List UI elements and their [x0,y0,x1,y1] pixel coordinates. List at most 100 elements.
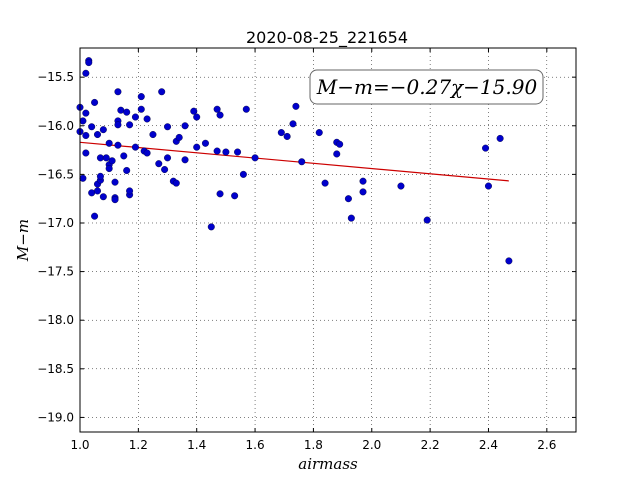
fit-line [79,141,509,182]
data-point [111,196,119,204]
data-point [213,147,221,155]
data-point [143,149,151,157]
data-point [114,88,122,96]
y-tick-label: −16.5 [37,167,74,181]
data-point [239,170,247,178]
y-tick-label: −16.0 [37,119,74,133]
data-point [190,107,198,115]
y-tick-label: −18.0 [37,313,74,327]
x-tick-label: 1.0 [70,438,89,452]
x-tick-label: 2.6 [537,438,556,452]
annotation-box [309,69,544,105]
data-point [131,143,139,151]
data-point [108,157,116,165]
data-point [161,166,169,174]
equation-annotation: M−m=−0.27χ−15.90 [309,69,544,105]
data-point [234,148,242,156]
data-point [131,113,139,121]
data-point [359,188,367,196]
x-tick-label: 1.2 [129,438,148,452]
data-point [114,121,122,129]
data-point [123,166,131,174]
data-point [164,123,172,131]
data-point [82,149,90,157]
data-point [484,182,492,190]
data-point [277,129,285,137]
y-axis-label: M−m [14,219,32,262]
data-point [117,106,125,114]
data-point [242,105,250,113]
data-point [251,154,259,162]
data-point [292,102,300,110]
data-point [105,139,113,147]
data-point [315,129,323,137]
data-point [283,132,291,140]
data-point [201,139,209,147]
data-point [85,59,93,67]
data-point [496,134,504,142]
data-point [216,190,224,198]
data-point [102,154,110,162]
data-point [158,88,166,96]
data-point [126,187,134,195]
plot-area-frame [79,47,577,433]
data-point [397,182,405,190]
data-point [172,179,180,187]
data-point [126,121,134,129]
data-point [164,154,172,162]
data-point [347,214,355,222]
x-tick-label: 2.4 [479,438,498,452]
y-tick-label: −17.5 [37,265,74,279]
chart-title: 2020-08-25_221654 [246,28,408,48]
data-point [193,113,201,121]
data-point [423,216,431,224]
data-point [99,193,107,201]
data-point [505,257,513,265]
data-point [94,131,102,139]
data-point [105,165,113,173]
data-point [123,108,131,116]
data-point [137,93,145,101]
data-point [79,174,87,182]
x-axis-label: airmass [298,455,358,473]
data-point [155,160,163,168]
data-point [336,140,344,148]
x-tick-label: 2.2 [421,438,440,452]
data-point [149,131,157,139]
data-point [216,111,224,119]
data-point [94,187,102,195]
data-point [143,115,151,123]
data-point [181,156,189,164]
data-point [99,126,107,134]
data-point [231,192,239,200]
y-tick-label: −18.5 [37,362,74,376]
data-point [222,148,230,156]
y-tick-label: −15.5 [37,70,74,84]
data-point [91,212,99,220]
points-layer [76,57,513,265]
data-point [213,105,221,113]
x-tick-label: 1.8 [304,438,323,452]
data-point [91,98,99,106]
data-point [82,131,90,139]
data-point [298,158,306,166]
data-point [82,109,90,117]
data-point [111,178,119,186]
data-point [344,195,352,203]
fit-layer [79,141,509,182]
data-point [181,122,189,130]
y-tick-label: −17.0 [37,216,74,230]
data-point [359,177,367,185]
data-point [175,133,183,141]
data-point [207,223,215,231]
ticks [79,48,576,432]
data-point [88,123,96,131]
data-point [96,154,104,162]
data-point [193,143,201,151]
data-point [88,189,96,197]
x-tick-label: 2.0 [362,438,381,452]
tick-labels: 1.0 1.2 1.4 1.6 1.8 2.0 2.2 2.4 2.6 −15.5 −16.0 −16… [37,70,556,452]
data-point [96,172,104,180]
data-point [82,69,90,77]
